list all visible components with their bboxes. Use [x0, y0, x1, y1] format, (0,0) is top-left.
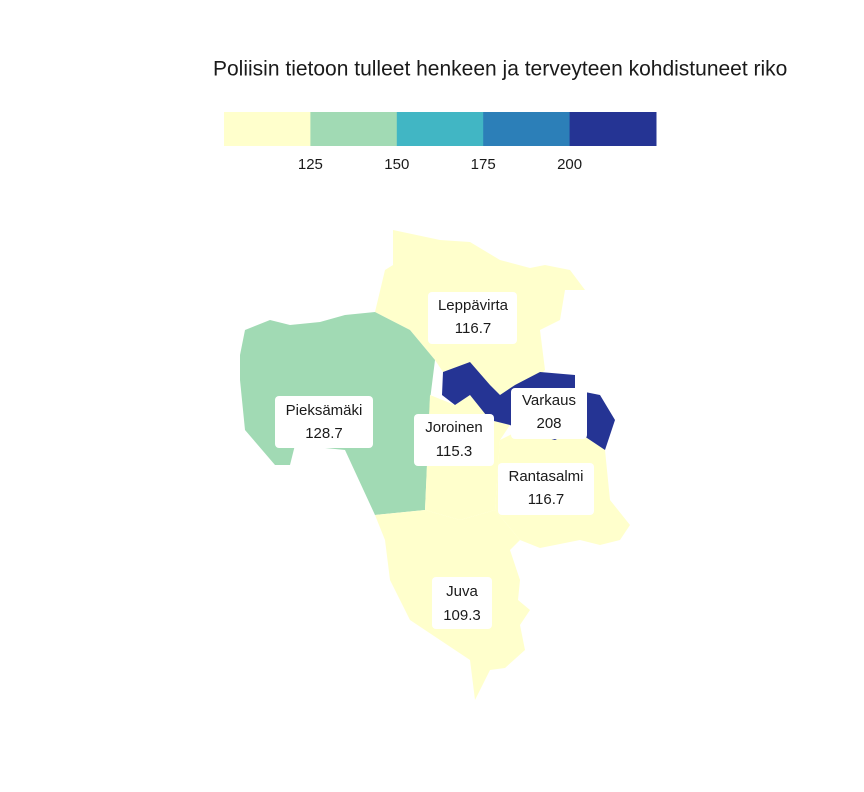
legend-tick-label: 200: [557, 156, 582, 173]
region-name: Joroinen: [425, 419, 483, 436]
legend-tick-label: 150: [384, 156, 409, 173]
region-labels: Leppävirta 116.7 Pieksämäki 128.7 Varkau…: [275, 292, 594, 629]
region-value: 109.3: [443, 607, 481, 624]
legend-tick-label: 125: [298, 156, 323, 173]
label-box: [428, 292, 517, 344]
region-value: 128.7: [305, 425, 343, 442]
legend-swatch: [396, 112, 484, 146]
legend-swatch: [483, 112, 571, 146]
region-name: Pieksämäki: [286, 402, 363, 419]
label-box: [498, 463, 594, 515]
legend-swatch: [224, 112, 311, 146]
legend-tick-label: 175: [471, 156, 496, 173]
region-name: Juva: [446, 583, 478, 600]
region-name: Rantasalmi: [508, 468, 583, 485]
label-box: [511, 388, 587, 439]
region-value: 208: [536, 415, 561, 432]
legend-swatch: [569, 112, 657, 146]
legend: 125 150 175 200: [224, 112, 657, 173]
label-box: [432, 577, 492, 629]
label-box: [275, 396, 373, 448]
region-value: 116.7: [455, 320, 491, 337]
region-name: Varkaus: [522, 392, 576, 409]
region-value: 116.7: [528, 491, 564, 508]
region-value: 115.3: [436, 443, 472, 460]
region-name: Leppävirta: [438, 297, 509, 314]
legend-swatch: [310, 112, 398, 146]
map-title: Poliisin tietoon tulleet henkeen ja terv…: [213, 58, 787, 81]
label-box: [414, 414, 494, 466]
